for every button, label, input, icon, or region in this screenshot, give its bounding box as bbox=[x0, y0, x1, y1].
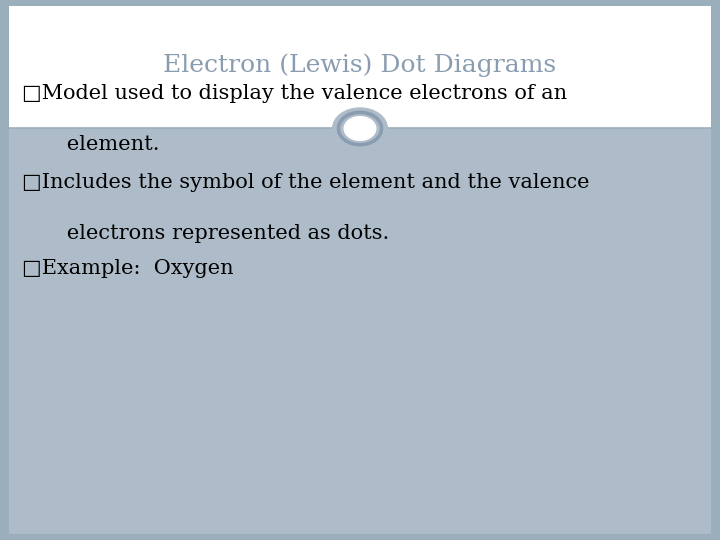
FancyBboxPatch shape bbox=[9, 128, 711, 534]
Circle shape bbox=[333, 108, 387, 149]
Text: □Includes the symbol of the element and the valence: □Includes the symbol of the element and … bbox=[22, 173, 589, 192]
Circle shape bbox=[344, 117, 376, 140]
Text: Electron (Lewis) Dot Diagrams: Electron (Lewis) Dot Diagrams bbox=[163, 53, 557, 77]
Text: □Example:  Oxygen: □Example: Oxygen bbox=[22, 259, 233, 278]
FancyBboxPatch shape bbox=[9, 6, 711, 128]
Text: electrons represented as dots.: electrons represented as dots. bbox=[47, 224, 389, 243]
Text: □Model used to display the valence electrons of an: □Model used to display the valence elect… bbox=[22, 84, 567, 103]
Text: element.: element. bbox=[47, 135, 159, 154]
